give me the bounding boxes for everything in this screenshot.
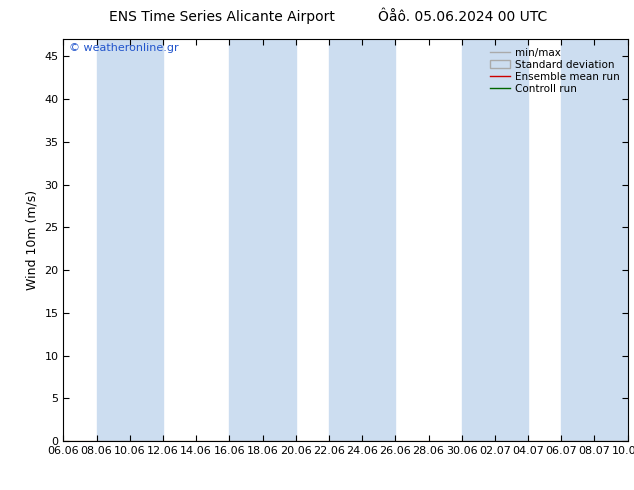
Bar	[96, 39, 163, 441]
Bar	[462, 39, 528, 441]
Text: © weatheronline.gr: © weatheronline.gr	[69, 43, 179, 53]
Y-axis label: Wind 10m (m/s): Wind 10m (m/s)	[26, 190, 39, 290]
Text: ENS Time Series Alicante Airport: ENS Time Series Alicante Airport	[109, 10, 335, 24]
Bar	[329, 39, 396, 441]
Bar	[561, 39, 628, 441]
Text: Ôåô. 05.06.2024 00 UTC: Ôåô. 05.06.2024 00 UTC	[378, 10, 547, 24]
Bar	[230, 39, 295, 441]
Legend: min/max, Standard deviation, Ensemble mean run, Controll run: min/max, Standard deviation, Ensemble me…	[486, 45, 623, 97]
